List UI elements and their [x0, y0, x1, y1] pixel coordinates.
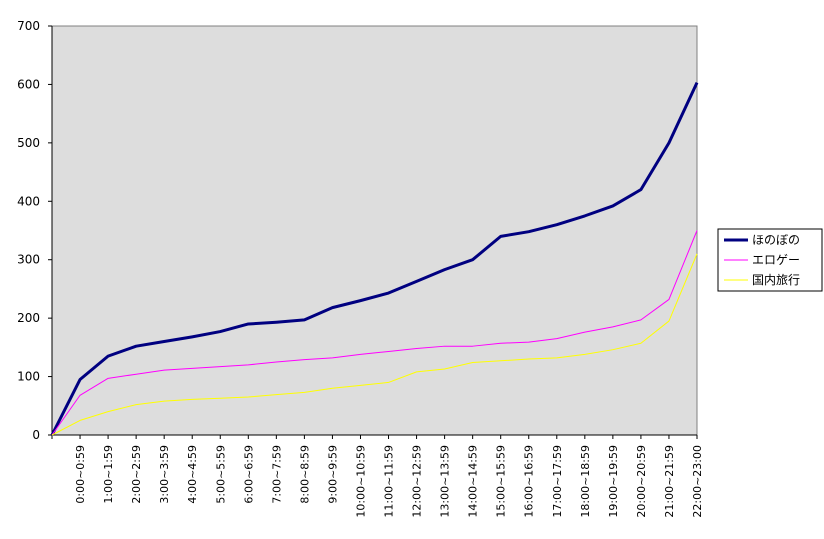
x-tick-label: 8:00~8:59	[298, 445, 311, 504]
y-tick-label: 0	[32, 428, 40, 442]
y-tick-label: 100	[17, 370, 40, 384]
x-tick-label: 10:00~10:59	[354, 445, 367, 518]
x-tick-label: 4:00~4:59	[186, 445, 199, 504]
y-tick-label: 500	[17, 136, 40, 150]
x-tick-label: 17:00~17:59	[551, 445, 564, 518]
series-line	[51, 230, 698, 436]
x-tick-label: 5:00~5:59	[214, 445, 227, 504]
y-tick-label: 300	[17, 253, 40, 267]
x-tick-label: 9:00~9:59	[326, 445, 339, 504]
x-tick-label: 6:00~6:59	[242, 445, 255, 504]
legend-label: エロゲー	[752, 253, 800, 267]
legend-label: ほのぼの	[752, 233, 800, 247]
x-tick-label: 7:00~7:59	[270, 445, 283, 504]
x-tick-label: 3:00~3:59	[158, 445, 171, 504]
x-tick-label: 16:00~16:59	[523, 445, 536, 518]
x-tick-label: 21:00~21:59	[663, 445, 676, 518]
x-tick-label: 11:00~11:59	[383, 445, 396, 518]
x-tick-label: 14:00~14:59	[467, 445, 480, 518]
x-tick-label: 13:00~13:59	[439, 445, 452, 518]
x-tick-label: 18:00~18:59	[579, 445, 592, 518]
x-tick-label: 22:00~23:00	[691, 445, 704, 518]
series-line	[51, 253, 698, 436]
y-tick-label: 400	[17, 194, 40, 208]
y-tick-label: 600	[17, 77, 40, 91]
x-tick-label: 1:00~1:59	[102, 445, 115, 504]
y-tick-label: 700	[17, 19, 40, 33]
y-tick-label: 200	[17, 311, 40, 325]
x-tick-label: 15:00~15:59	[495, 445, 508, 518]
legend-label: 国内旅行	[752, 273, 800, 287]
x-tick-label: 2:00~2:59	[130, 445, 143, 504]
x-tick-label: 20:00~20:59	[635, 445, 648, 518]
series-line	[50, 82, 699, 436]
plot-area	[51, 25, 698, 436]
x-tick-label: 19:00~19:59	[607, 445, 620, 518]
x-tick-label: 0:00~0:59	[74, 445, 87, 504]
x-tick-label: 12:00~12:59	[411, 445, 424, 518]
